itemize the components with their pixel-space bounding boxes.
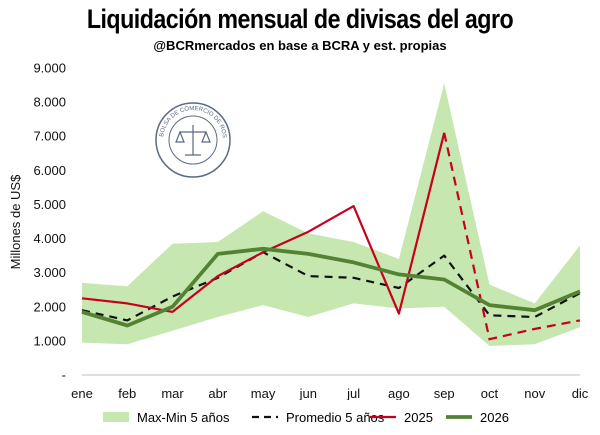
x-tick-label: abr — [208, 386, 227, 400]
y-axis-label: Millones de US$ — [8, 174, 23, 269]
bcr-seal-logo: BOLSA DE COMERCIO DE ROSARIO — [0, 0, 231, 178]
legend-symbol — [446, 415, 472, 419]
y-tick-label: - — [62, 368, 66, 383]
chart-title: Liquidación mensual de divisas del agro — [86, 4, 514, 34]
x-tick-label: sep — [434, 386, 455, 400]
legend-item: Max-Min 5 años — [103, 406, 229, 428]
y-tick-label: 2.000 — [33, 299, 66, 314]
series-promedio-line — [81, 251, 581, 322]
x-tick-label: may — [251, 386, 276, 400]
legend-swatch-band — [103, 412, 129, 422]
legend-symbol — [252, 415, 278, 419]
y-tick-label: 3.000 — [33, 265, 66, 280]
y-tick-label: 4.000 — [33, 231, 66, 246]
y-tick-label: 6.000 — [33, 163, 66, 178]
legend-label: 2026 — [480, 409, 509, 425]
seal-inner-ring — [168, 115, 218, 165]
y-tick-label: 9.000 — [33, 61, 66, 76]
chart-legend: Max-Min 5 años Promedio 5 años 2025 2026 — [0, 406, 600, 428]
series-line-layer — [81, 132, 581, 341]
x-tick-label: ene — [71, 386, 93, 400]
x-tick-label: nov — [524, 386, 545, 400]
legend-label: Max-Min 5 años — [137, 409, 230, 425]
x-tick-label: ago — [388, 386, 410, 400]
x-tick-label: dic — [572, 386, 589, 400]
y-tick-label: 8.000 — [33, 95, 66, 110]
x-tick-label: mar — [161, 386, 184, 400]
y-tick-label: 7.000 — [33, 129, 66, 144]
x-tick-label: feb — [118, 386, 136, 400]
legend-item: 2026 — [446, 406, 509, 428]
legend-item: Promedio 5 años — [252, 406, 384, 428]
chart-subtitle: @BCRmercados en base a BCRA y est. propi… — [153, 38, 447, 53]
max-min-band-layer — [82, 83, 580, 347]
line-chart: BOLSA DE COMERCIO DE ROSARIO - 1.000 2.000… — [0, 0, 589, 400]
series-2025-line — [81, 132, 446, 315]
y-tick-label: 5.000 — [33, 197, 66, 212]
legend-label: Promedio 5 años — [286, 409, 385, 425]
x-tick-labels: ene feb mar abr may jun jul ago sep oct nov dic — [71, 386, 589, 400]
max-min-band — [82, 83, 580, 347]
x-tick-label: jun — [299, 386, 317, 400]
legend-symbol — [370, 415, 396, 419]
series-2025-projection-line — [443, 132, 581, 341]
legend-label: 2025 — [404, 409, 433, 425]
x-tick-label: jul — [346, 386, 360, 400]
seal-scales-icon — [175, 125, 211, 156]
series-2026-line — [81, 246, 581, 328]
legend-item: 2025 — [370, 406, 433, 428]
y-tick-label: 1.000 — [33, 333, 66, 348]
legend-symbol — [103, 412, 129, 422]
y-tick-labels: - 1.000 2.000 3.000 4.000 5.000 6.000 7.000 8.00… — [33, 61, 66, 383]
x-tick-label: oct — [481, 386, 499, 400]
